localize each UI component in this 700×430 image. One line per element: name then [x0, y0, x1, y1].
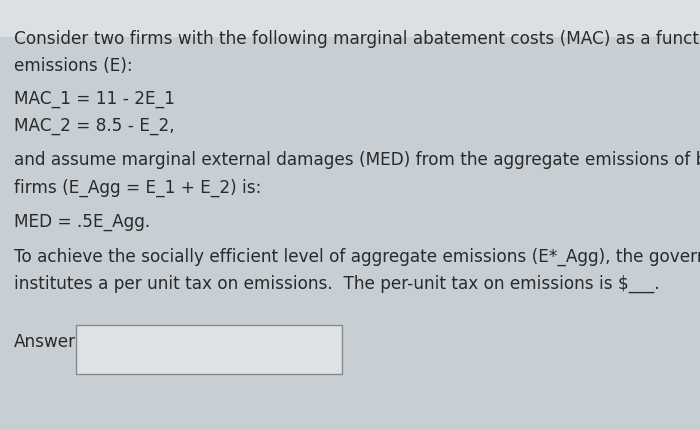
- Text: MAC_1 = 11 - 2E_1: MAC_1 = 11 - 2E_1: [14, 90, 175, 108]
- Bar: [0, 0, 700, 37]
- Text: firms (E_Agg = E_1 + E_2) is:: firms (E_Agg = E_1 + E_2) is:: [14, 178, 261, 197]
- Text: MED = .5E_Agg.: MED = .5E_Agg.: [14, 213, 150, 231]
- Bar: [76, 325, 342, 374]
- Text: and assume marginal external damages (MED) from the aggregate emissions of both: and assume marginal external damages (ME…: [14, 151, 700, 169]
- Bar: [0, 404, 700, 430]
- Text: Consider two firms with the following marginal abatement costs (MAC) as a functi: Consider two firms with the following ma…: [14, 30, 700, 48]
- Text: Answer:: Answer:: [14, 333, 82, 351]
- Text: MAC_2 = 8.5 - E_2,: MAC_2 = 8.5 - E_2,: [14, 117, 174, 135]
- Text: To achieve the socially efficient level of aggregate emissions (E*_Agg), the gov: To achieve the socially efficient level …: [14, 247, 700, 265]
- Text: emissions (E):: emissions (E):: [14, 57, 132, 75]
- Text: institutes a per unit tax on emissions.  The per-unit tax on emissions is $___.: institutes a per unit tax on emissions. …: [14, 274, 659, 292]
